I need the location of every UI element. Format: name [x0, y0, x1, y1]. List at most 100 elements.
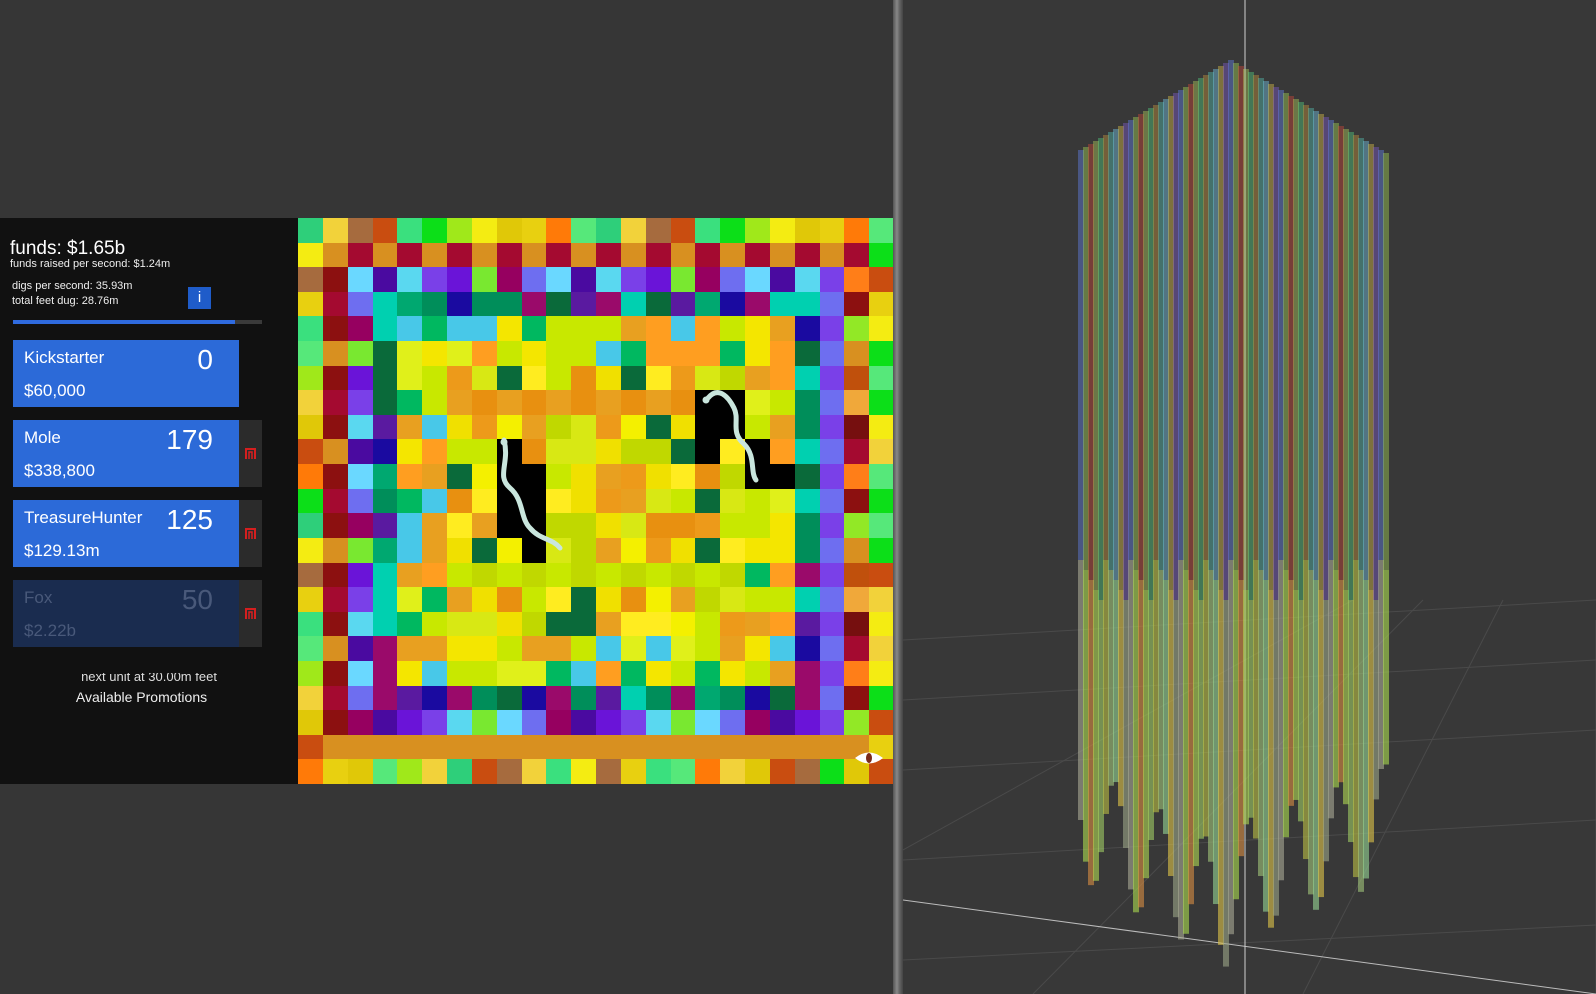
grid-tile [546, 587, 572, 612]
tower-slab [1138, 114, 1144, 908]
grid-tile [645, 513, 671, 538]
grid-tile [745, 218, 770, 243]
grid-tile [546, 513, 572, 538]
grid-tile [819, 513, 845, 538]
grid-tile [695, 218, 721, 243]
grid-tile [447, 685, 472, 711]
grid-tile [546, 537, 572, 563]
tower-slab [1083, 570, 1089, 862]
tower-slab [1218, 590, 1224, 945]
grid-tile [322, 267, 348, 292]
grid-tile [844, 710, 870, 735]
3d-floor-grid [903, 0, 1596, 994]
unit-button-treasurehunter[interactable]: TreasureHunter 125 $129.13m [13, 500, 239, 567]
grid-tile [298, 636, 323, 661]
grid-tile [769, 734, 795, 760]
grid-tile [645, 414, 671, 440]
grid-tile [794, 587, 820, 612]
eye-icon[interactable] [854, 749, 884, 767]
grid-tile [620, 685, 646, 711]
tower-slab [1108, 132, 1114, 786]
tower-slab [1378, 560, 1384, 770]
grid-tile [745, 636, 770, 661]
tower-slab [1188, 580, 1194, 905]
grid-tile [546, 759, 572, 784]
tower-slab [1208, 72, 1214, 862]
grid-tile [496, 710, 522, 735]
grid-tile [794, 710, 820, 735]
sell-mole-button[interactable] [239, 420, 262, 487]
unit-cost: $338,800 [24, 461, 95, 480]
tower-slab [1173, 93, 1179, 918]
grid-tile [670, 513, 696, 538]
dig-site-grid[interactable] [298, 218, 894, 784]
grid-tile [869, 267, 894, 292]
grid-tile [670, 365, 696, 391]
grid-tile [869, 218, 894, 243]
grid-tile [372, 636, 398, 661]
tower-slab [1303, 105, 1309, 860]
grid-tile [298, 414, 323, 440]
grid-tile [620, 242, 646, 268]
pane-divider[interactable] [893, 0, 903, 994]
grid-tile [620, 439, 646, 465]
tower-slab [1228, 560, 1234, 935]
grid-tile [447, 537, 472, 563]
grid-tile [745, 316, 770, 342]
grid-tile [695, 611, 721, 637]
grid-tile [422, 365, 447, 391]
unit-name: TreasureHunter [24, 508, 143, 527]
grid-tile [571, 242, 596, 268]
grid-tile [298, 562, 323, 588]
grid-tile [397, 464, 423, 489]
sell-fox-button[interactable] [239, 580, 262, 647]
grid-tile [720, 439, 745, 465]
unit-button-mole[interactable]: Mole 179 $338,800 [13, 420, 239, 487]
tower-slab [1383, 153, 1389, 765]
grid-tile [372, 759, 398, 784]
3d-view[interactable] [903, 0, 1596, 994]
grid-tile [546, 685, 572, 711]
grid-tile [496, 341, 522, 366]
tower-slab [1168, 96, 1174, 877]
grid-tile [322, 439, 348, 465]
grid-tile [496, 267, 522, 292]
grid-tile [471, 537, 497, 563]
available-promotions-link[interactable]: Available Promotions [75, 689, 208, 705]
grid-tile [372, 291, 398, 317]
grid-tile [745, 562, 770, 588]
grid-tile [695, 710, 721, 735]
grid-tile [496, 316, 522, 342]
grid-tile [422, 734, 447, 760]
grid-tile [298, 488, 323, 514]
grid-tile [720, 242, 745, 268]
grid-tile [546, 464, 572, 489]
grid-tile [620, 759, 646, 784]
grid-tile [397, 636, 423, 661]
grid-tile [546, 414, 572, 440]
info-icon: i [197, 289, 202, 306]
grid-tile [397, 660, 423, 686]
grid-tile [298, 439, 323, 465]
grid-tile [819, 365, 845, 391]
grid-tile [496, 390, 522, 415]
unit-count: 125 [166, 504, 213, 535]
grid-tile [447, 316, 472, 342]
grid-tile [720, 759, 745, 784]
grid-tile [670, 611, 696, 637]
grid-tile [571, 513, 596, 538]
info-button[interactable]: i [188, 287, 211, 309]
tower-slab [1223, 600, 1229, 967]
grid-tile [720, 587, 745, 612]
grid-tile [372, 341, 398, 366]
tower-slab [1333, 570, 1339, 788]
tower-slab [1298, 600, 1304, 822]
unit-button-kickstarter[interactable]: Kickstarter 0 $60,000 [13, 340, 239, 407]
sell-treasurehunter-button[interactable] [239, 500, 262, 567]
tower-slab [1203, 560, 1209, 837]
grid-tile [546, 365, 572, 391]
grid-tile [670, 439, 696, 465]
unit-button-fox[interactable]: Fox 50 $2.22b [13, 580, 239, 647]
grid-tile [596, 439, 621, 465]
grid-tile [869, 710, 894, 735]
